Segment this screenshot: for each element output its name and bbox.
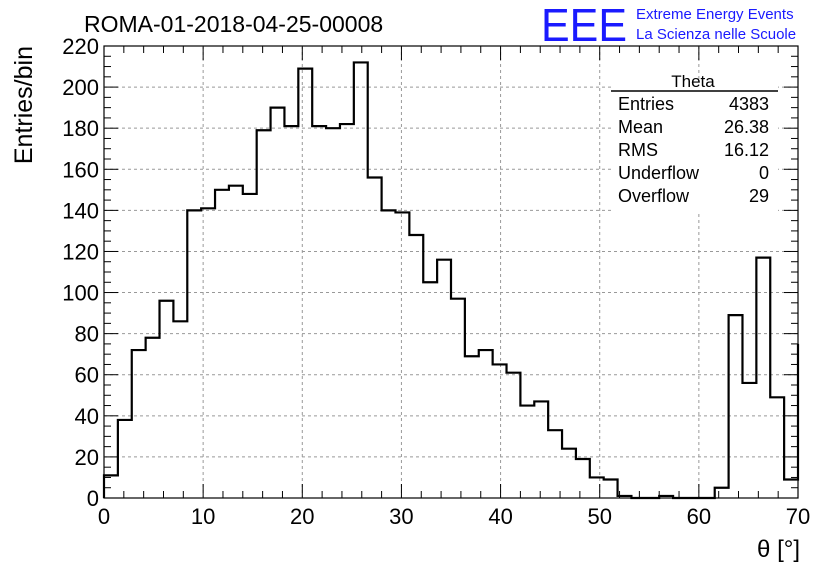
stats-title: Theta bbox=[671, 72, 715, 91]
stats-label: Entries bbox=[618, 94, 674, 114]
x-tick-label: 10 bbox=[191, 504, 215, 529]
stats-rows: Entries 4383 Mean 26.38 RMS 16.12 Underflow 0 Ov… bbox=[618, 94, 769, 206]
stats-label: Overflow bbox=[618, 186, 690, 206]
x-tick-label: 70 bbox=[786, 504, 810, 529]
stats-label: Underflow bbox=[618, 163, 700, 183]
y-tick-label: 160 bbox=[62, 157, 99, 182]
x-tick-label: 30 bbox=[389, 504, 413, 529]
y-tick-label: 200 bbox=[62, 75, 99, 100]
x-axis-label: θ [°] bbox=[757, 536, 800, 563]
x-tick-label: 60 bbox=[687, 504, 711, 529]
y-tick-label: 60 bbox=[75, 363, 99, 388]
x-tick-label: 20 bbox=[290, 504, 314, 529]
tick-labels: 0 10 20 30 40 50 60 70 0 20 40 60 80 100 120 140 160 180 2… bbox=[62, 34, 810, 529]
x-tick-label: 0 bbox=[98, 504, 110, 529]
y-tick-label: 40 bbox=[75, 404, 99, 429]
x-tick-label: 40 bbox=[488, 504, 512, 529]
y-tick-label: 80 bbox=[75, 322, 99, 347]
y-tick-label: 120 bbox=[62, 239, 99, 264]
logo-line2: La Scienza nelle Scuole bbox=[636, 26, 796, 43]
stats-label: RMS bbox=[618, 140, 658, 160]
axis-ticks bbox=[103, 45, 799, 499]
y-tick-label: 220 bbox=[62, 34, 99, 59]
logo-line1: Extreme Energy Events bbox=[636, 6, 794, 23]
y-tick-label: 180 bbox=[62, 116, 99, 141]
logo-letters: EEE bbox=[541, 0, 627, 51]
chart-title: ROMA-01-2018-04-25-00008 bbox=[84, 11, 383, 37]
stats-value: 26.38 bbox=[724, 117, 769, 137]
stats-label: Mean bbox=[618, 117, 663, 137]
stats-value: 16.12 bbox=[724, 140, 769, 160]
stats-value: 29 bbox=[749, 186, 769, 206]
y-tick-label: 0 bbox=[87, 486, 99, 511]
y-tick-label: 140 bbox=[62, 198, 99, 223]
y-tick-label: 100 bbox=[62, 281, 99, 306]
y-axis-label: Entries/bin bbox=[10, 46, 38, 164]
y-tick-label: 20 bbox=[75, 445, 99, 470]
stats-box: Theta Entries 4383 Mean 26.38 RMS 16.12 Underf… bbox=[611, 72, 778, 212]
stats-value: 4383 bbox=[729, 94, 769, 114]
stats-box-bg bbox=[611, 80, 778, 212]
stats-value: 0 bbox=[759, 163, 769, 183]
histogram-line bbox=[102, 61, 800, 500]
x-tick-label: 50 bbox=[587, 504, 611, 529]
